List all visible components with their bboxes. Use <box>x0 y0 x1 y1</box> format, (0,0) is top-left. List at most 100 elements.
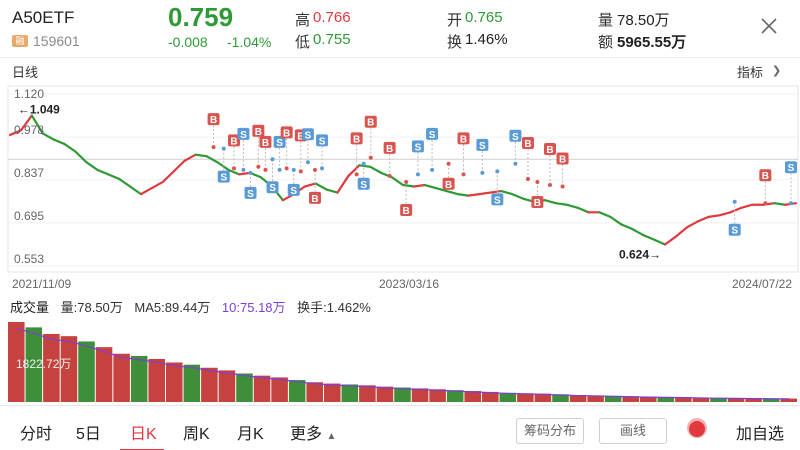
sell-marker[interactable]: S <box>244 170 257 200</box>
buy-marker[interactable]: B <box>400 179 413 217</box>
price-segment <box>347 164 361 178</box>
price-segment <box>238 171 252 176</box>
buy-marker[interactable]: B <box>308 167 321 205</box>
marker-label: S <box>247 189 254 200</box>
tab-weekly-k[interactable]: 周K <box>183 426 210 443</box>
buy-marker[interactable]: B <box>252 124 265 169</box>
volume-bar <box>60 336 78 402</box>
marker-label: B <box>297 131 304 142</box>
price-segment <box>467 193 481 197</box>
buy-marker[interactable]: B <box>442 161 455 191</box>
sell-marker[interactable]: S <box>509 129 522 166</box>
sell-marker[interactable]: S <box>266 157 279 194</box>
marker-label: B <box>546 145 553 156</box>
open-label: 开 <box>447 12 463 29</box>
price-change: -0.008 <box>168 34 208 50</box>
volume-bar <box>657 396 675 402</box>
price-segment <box>401 183 416 188</box>
volume-bar <box>271 377 288 402</box>
volume-bar <box>780 398 797 402</box>
header-divider <box>0 57 800 58</box>
volume-bar <box>95 347 113 402</box>
marker-label: S <box>415 142 422 153</box>
marker-label: S <box>512 132 519 143</box>
price-segment <box>172 159 186 173</box>
sell-marker[interactable]: S <box>301 128 314 165</box>
tab-intraday[interactable]: 分时 <box>20 426 53 443</box>
buy-marker[interactable]: B <box>531 179 544 209</box>
sell-marker[interactable]: S <box>491 169 504 206</box>
tab-more[interactable]: 更多 ▲ <box>290 420 336 444</box>
sell-marker[interactable]: S <box>287 167 300 197</box>
volume-bar <box>710 397 727 402</box>
buy-marker[interactable]: B <box>207 113 220 150</box>
x-tick-label: 2021/11/09 <box>12 277 71 291</box>
tab-more-label: 更多 <box>290 426 323 443</box>
chip-distribution-button[interactable]: 筹码分布 <box>516 418 584 444</box>
tab-five-day[interactable]: 5日 <box>76 426 101 443</box>
volume-bar <box>692 397 710 402</box>
price-segment <box>500 189 514 196</box>
price-segment <box>674 226 688 238</box>
sell-marker[interactable]: S <box>357 161 370 191</box>
volume-label: 量 <box>598 12 614 29</box>
indicator-button[interactable]: 指标 <box>737 65 764 80</box>
amount-label: 额 <box>598 34 614 51</box>
buy-marker[interactable]: B <box>543 143 556 188</box>
period-label: 日线 <box>12 65 39 80</box>
buy-marker[interactable]: B <box>457 132 470 177</box>
add-watchlist-button[interactable]: 加自选 <box>736 426 785 443</box>
tab-monthly-k[interactable]: 月K <box>237 426 264 443</box>
marker-label: B <box>367 118 374 129</box>
price-segment <box>456 193 470 197</box>
record-dot-icon[interactable] <box>686 417 708 439</box>
sell-marker[interactable]: S <box>411 140 424 177</box>
buy-marker[interactable]: B <box>350 132 363 177</box>
volume-bar <box>166 362 183 402</box>
sell-marker[interactable]: S <box>476 138 489 175</box>
buy-marker[interactable]: B <box>556 152 569 189</box>
price-segment <box>543 199 557 205</box>
price-segment <box>663 235 678 246</box>
tab-daily-k[interactable]: 日K <box>130 426 157 443</box>
y-tick-label: 0.978 <box>14 123 44 137</box>
buy-marker[interactable]: B <box>364 115 377 160</box>
price-segment <box>118 177 132 188</box>
sell-marker[interactable]: S <box>316 134 329 171</box>
close-icon[interactable] <box>759 16 779 36</box>
volume-bar <box>411 388 429 402</box>
low-value: 0.755 <box>313 31 351 48</box>
volume-bar <box>324 383 341 402</box>
buy-marker[interactable]: B <box>383 141 396 178</box>
price-segment <box>194 153 208 158</box>
marker-label: S <box>276 138 283 149</box>
buy-marker[interactable]: B <box>259 135 272 172</box>
price-segment <box>150 180 164 190</box>
price-segment <box>358 164 372 168</box>
sell-marker[interactable]: S <box>273 135 286 172</box>
open-value: 0.765 <box>465 9 503 26</box>
marker-label: S <box>731 226 738 237</box>
marker-label: B <box>353 134 360 145</box>
price-segment <box>642 233 656 241</box>
draw-line-button[interactable]: 画线 <box>599 418 667 444</box>
volume-bar <box>25 327 43 402</box>
marker-label: S <box>220 173 227 184</box>
buy-marker[interactable]: B <box>228 134 241 171</box>
price-change-pct: -1.04% <box>227 34 272 50</box>
price-segment <box>445 189 459 196</box>
sell-marker[interactable]: S <box>728 199 741 237</box>
price-segment <box>303 182 317 188</box>
chevron-right-icon[interactable]: ❯ <box>772 65 782 77</box>
sell-marker[interactable]: S <box>426 127 439 172</box>
sell-marker[interactable]: S <box>785 161 797 206</box>
buy-marker[interactable]: B <box>521 136 534 181</box>
buy-marker[interactable]: B <box>759 169 772 206</box>
marker-label: B <box>559 155 566 166</box>
min-price-annotation: 0.624→ <box>619 247 661 261</box>
sell-marker[interactable]: S <box>217 146 230 184</box>
buy-marker[interactable]: B <box>280 126 293 171</box>
chart-frame <box>7 85 799 273</box>
sell-marker[interactable]: S <box>237 127 250 172</box>
